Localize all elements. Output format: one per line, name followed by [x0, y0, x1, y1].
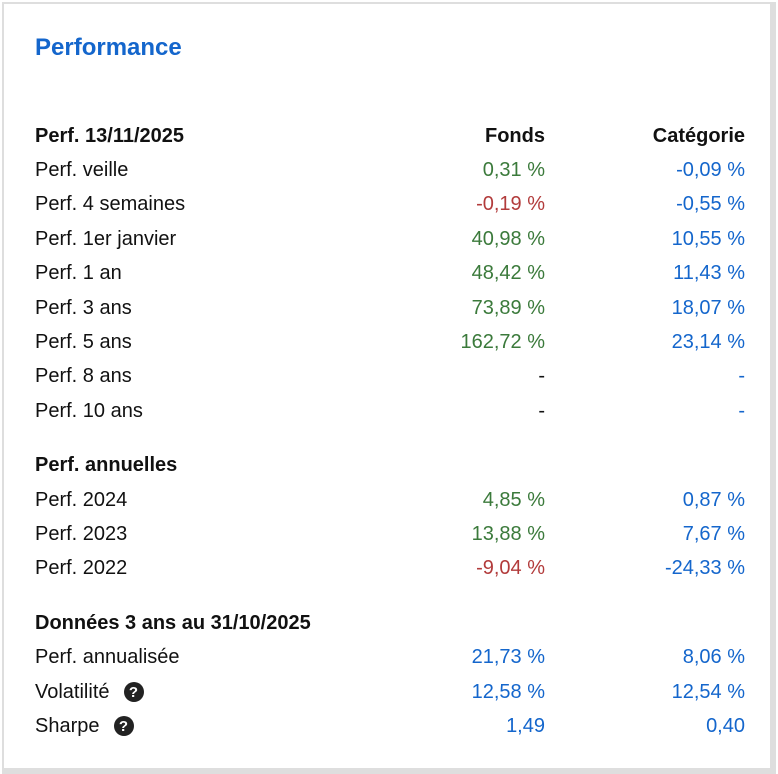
- row-label-cell: Perf. 3 ans: [35, 297, 345, 320]
- table-row: Perf. veille 0,31 % -0,09 %: [35, 153, 745, 187]
- category-value: 0,87 %: [682, 488, 745, 511]
- column-header-categorie: Catégorie: [652, 124, 745, 147]
- row-label: Perf. 5 ans: [35, 331, 132, 354]
- help-icon[interactable]: ?: [123, 682, 144, 703]
- fonds-value: -9,04 %: [476, 557, 545, 580]
- row-label: Sharpe: [35, 714, 100, 737]
- category-value: 18,07 %: [671, 296, 745, 319]
- row-label-cell: Perf. 2023: [35, 523, 345, 546]
- fonds-value: 162,72 %: [460, 331, 545, 354]
- fonds-value: 73,89 %: [471, 296, 545, 319]
- fonds-value: 13,88 %: [471, 522, 545, 545]
- row-label: Volatilité: [35, 680, 110, 703]
- table-row: Perf. 5 ans 162,72 % 23,14 %: [35, 325, 745, 359]
- fonds-value: 1,49: [506, 714, 545, 737]
- fonds-value: -: [538, 365, 545, 388]
- table-row: Perf. 1 an 48,42 % 11,43 %: [35, 257, 745, 291]
- performance-table: Perf. 13/11/2025 Fonds Catégorie Perf. veil…: [35, 119, 745, 744]
- fonds-value: 12,58 %: [471, 680, 545, 703]
- category-value: 7,67 %: [682, 522, 745, 545]
- fonds-value: 48,42 %: [471, 262, 545, 285]
- row-label: Perf. 2022: [35, 557, 128, 580]
- row-label-cell: Perf. 5 ans: [35, 331, 345, 354]
- card-title: Performance: [35, 34, 182, 61]
- category-value: 12,54 %: [671, 680, 745, 703]
- fonds-value: -0,19 %: [476, 193, 545, 216]
- row-label-cell: Perf. annualisée: [35, 646, 345, 669]
- row-label: Perf. 3 ans: [35, 296, 132, 319]
- row-label-cell: Perf. 8 ans: [35, 365, 345, 388]
- row-label: Perf. 10 ans: [35, 399, 143, 422]
- row-label: Perf. 1er janvier: [35, 227, 177, 250]
- row-label-cell: Perf. veille: [35, 159, 345, 182]
- row-label-cell: Perf. 10 ans: [35, 400, 345, 423]
- category-value: -0,09 %: [676, 159, 745, 182]
- column-header-fonds: Fonds: [485, 124, 545, 147]
- row-label: Perf. 4 semaines: [35, 193, 186, 216]
- category-value: -24,33 %: [664, 557, 745, 580]
- category-value: 0,40: [706, 714, 745, 737]
- row-label: Perf. 1 an: [35, 262, 122, 285]
- fonds-value: 40,98 %: [471, 227, 545, 250]
- section-title: Perf. 13/11/2025: [35, 124, 185, 147]
- row-label: Perf. annualisée: [35, 646, 180, 669]
- section-gap: [35, 429, 745, 449]
- row-label-cell: Perf. 2022: [35, 557, 345, 580]
- table-row: Perf. 1er janvier 40,98 % 10,55 %: [35, 222, 745, 256]
- row-label-cell: Perf. 1er janvier: [35, 228, 345, 251]
- row-label: Perf. veille: [35, 159, 129, 182]
- category-value: -: [738, 365, 745, 388]
- row-label-cell: Sharpe?: [35, 715, 345, 738]
- table-row: Perf. 2024 4,85 % 0,87 %: [35, 483, 745, 517]
- section-title: Perf. annuelles: [35, 454, 178, 477]
- table-row: Perf. annualisée 21,73 % 8,06 %: [35, 640, 745, 674]
- table-row: Perf. 8 ans - -: [35, 360, 745, 394]
- table-row: Perf. 2022 -9,04 % -24,33 %: [35, 552, 745, 586]
- row-label: Perf. 2024: [35, 488, 128, 511]
- table-row: Perf. 2023 13,88 % 7,67 %: [35, 517, 745, 551]
- fonds-value: 21,73 %: [471, 646, 545, 669]
- category-value: -0,55 %: [676, 193, 745, 216]
- table-row: Perf. 3 ans 73,89 % 18,07 %: [35, 291, 745, 325]
- category-value: 8,06 %: [682, 646, 745, 669]
- row-label-cell: Perf. 4 semaines: [35, 193, 345, 216]
- category-value: 10,55 %: [671, 227, 745, 250]
- row-label-cell: Volatilité?: [35, 681, 345, 704]
- section-header: Perf. annuelles: [35, 449, 745, 483]
- section-title: Données 3 ans au 31/10/2025: [35, 611, 311, 634]
- table-row: Perf. 10 ans - -: [35, 394, 745, 428]
- section-header: Perf. 13/11/2025 Fonds Catégorie: [35, 119, 745, 153]
- table-row: Perf. 4 semaines -0,19 % -0,55 %: [35, 188, 745, 222]
- category-value: -: [738, 399, 745, 422]
- section-header: Données 3 ans au 31/10/2025: [35, 606, 745, 640]
- help-icon[interactable]: ?: [113, 716, 134, 737]
- category-value: 11,43 %: [673, 262, 745, 285]
- section-gap: [35, 586, 745, 606]
- row-label: Perf. 8 ans: [35, 365, 132, 388]
- row-label-cell: Perf. 1 an: [35, 262, 345, 285]
- fonds-value: -: [538, 399, 545, 422]
- table-row: Sharpe? 1,49 0,40: [35, 709, 745, 743]
- row-label-cell: Perf. 2024: [35, 489, 345, 512]
- fonds-value: 0,31 %: [482, 159, 545, 182]
- table-row: Volatilité? 12,58 % 12,54 %: [35, 675, 745, 709]
- row-label: Perf. 2023: [35, 522, 128, 545]
- fonds-value: 4,85 %: [482, 488, 545, 511]
- category-value: 23,14 %: [671, 331, 745, 354]
